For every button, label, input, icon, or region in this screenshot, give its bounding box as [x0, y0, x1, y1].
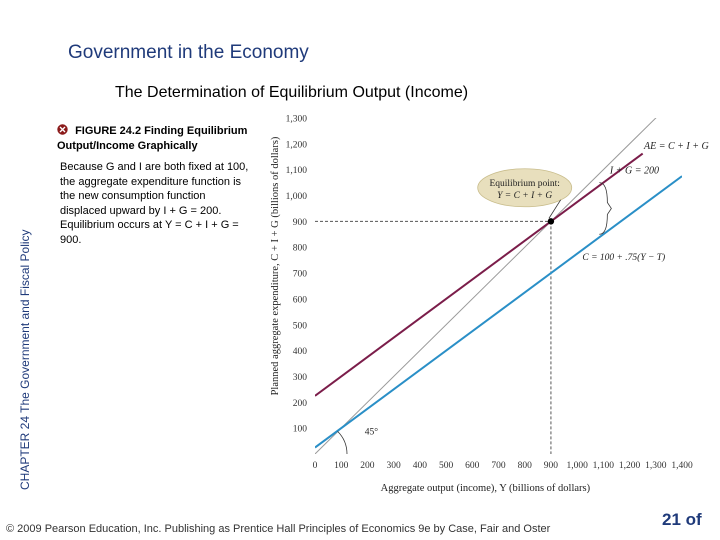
figure-marker-icon: [57, 124, 68, 135]
angle-label: 45°: [365, 427, 379, 438]
equilibrium-callout-pointer: [548, 199, 562, 219]
y-tick-label: 700: [293, 270, 308, 280]
ae-line: [315, 152, 644, 397]
y-tick-label: 1,000: [286, 192, 308, 202]
y-axis-label: Planned aggregate expenditure, C + I + G…: [270, 136, 281, 395]
equilibrium-point: [547, 218, 555, 225]
x-tick-label: 0: [313, 461, 318, 471]
x-tick-label: 900: [544, 461, 559, 471]
shift-brace: [599, 182, 612, 235]
figure-number: FIGURE 24.2: [75, 125, 142, 137]
y-tick-label: 1,300: [286, 115, 308, 125]
x-tick-label: 600: [465, 461, 480, 471]
y-tick-label: 500: [293, 321, 308, 331]
x-tick-label: 1,000: [566, 461, 588, 471]
x-tick-label: 200: [360, 461, 375, 471]
slide-subtitle: The Determination of Equilibrium Output …: [115, 84, 469, 101]
x-tick-label: 100: [334, 461, 349, 471]
equilibrium-chart: 0 100 200 300 400 500 600 700 800 900 1,000 1,100 1,…: [270, 115, 709, 495]
y-tick-label: 300: [293, 373, 308, 383]
y-tick-label: 400: [293, 347, 308, 357]
equilibrium-label-line-2: Y = C + I + G: [497, 191, 552, 201]
slide-title: Government in the Economy: [68, 42, 309, 63]
x-tick-label: 1,100: [593, 461, 615, 471]
shift-label: I + G = 200: [609, 166, 659, 177]
x-tick-label: 700: [491, 461, 506, 471]
figure-explanation: Because G and I are both fixed at 100, t…: [60, 161, 249, 246]
consumption-line: [315, 175, 682, 449]
ae-line-label: AE = C + I + G: [643, 141, 709, 152]
equilibrium-label-line-1: Equilibrium point:: [489, 179, 559, 189]
figure-title: Finding Equilibrium Output/Income Graphi…: [57, 125, 248, 152]
consumption-line-label: C = 100 + .75(Y − T): [582, 252, 665, 263]
chapter-side-label: CHAPTER 24 The Government and Fiscal Pol…: [18, 229, 32, 490]
y-tick-label: 800: [293, 244, 308, 254]
angle-arc: [337, 431, 348, 455]
x-tick-label: 1,400: [671, 461, 693, 471]
y-tick-label: 200: [293, 399, 308, 409]
x-tick-label: 500: [439, 461, 454, 471]
x-axis-label: Aggregate output (income), Y (billions o…: [381, 483, 591, 494]
x-tick-label: 400: [413, 461, 428, 471]
x-tick-label: 800: [518, 461, 533, 471]
y-tick-label: 600: [293, 295, 308, 305]
y-tick-label: 1,200: [286, 140, 308, 150]
forty-five-degree-line: [315, 118, 657, 454]
page-number: 21 of: [662, 510, 702, 529]
copyright-footer: © 2009 Pearson Education, Inc. Publishin…: [6, 523, 551, 535]
y-tick-label: 100: [293, 425, 308, 435]
equilibrium-callout-bubble: [477, 168, 573, 208]
figure-caption: FIGURE 24.2 Finding Equilibrium Output/I…: [57, 124, 272, 154]
y-tick-label: 900: [293, 218, 308, 228]
y-tick-label: 1,100: [286, 166, 308, 176]
x-tick-label: 1,200: [619, 461, 641, 471]
x-tick-label: 300: [387, 461, 402, 471]
x-tick-label: 1,300: [645, 461, 667, 471]
